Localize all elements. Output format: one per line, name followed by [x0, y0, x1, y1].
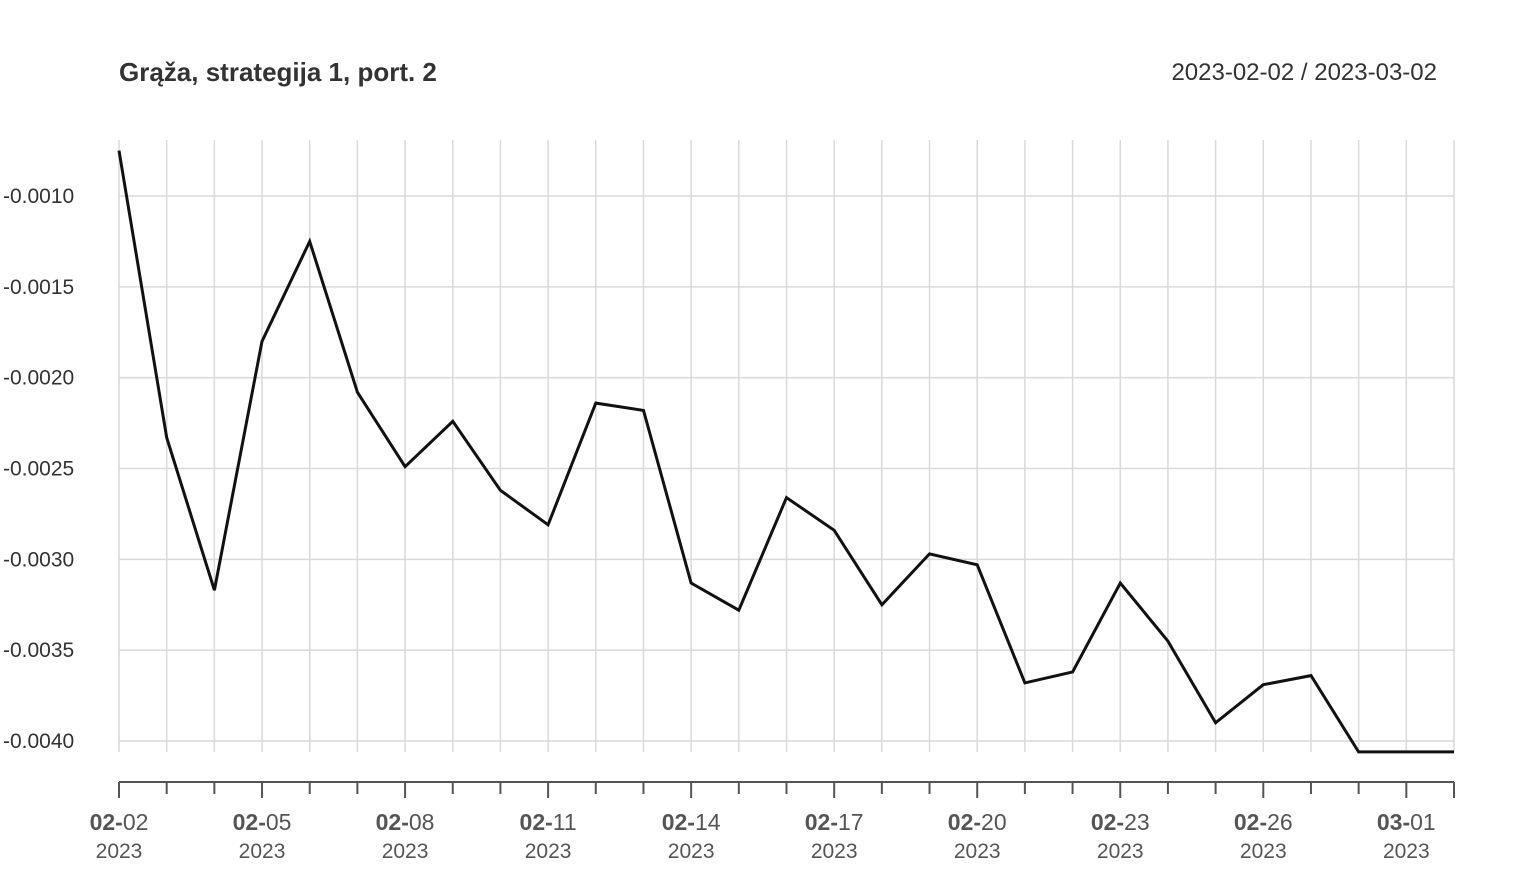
- date-range-label: 2023-02-02 / 2023-03-02: [1171, 59, 1437, 86]
- grid: [118, 140, 1455, 752]
- y-tick-label: -0.0040: [3, 730, 74, 753]
- chart-title: Grąža, strategija 1, port. 2: [119, 57, 437, 87]
- x-tick-label: 02-02: [90, 809, 149, 835]
- x-tick-label: 02-26: [1234, 809, 1293, 835]
- y-tick-label: -0.0020: [3, 367, 74, 390]
- x-tick-year: 2023: [382, 840, 429, 863]
- x-tick-year: 2023: [1240, 840, 1287, 863]
- x-tick-label: 02-17: [805, 809, 864, 835]
- x-tick-year: 2023: [811, 840, 858, 863]
- x-tick-label: 02-11: [520, 809, 577, 835]
- x-tick-year: 2023: [1383, 840, 1430, 863]
- x-axis: 02-02 2023 02-05 2023 02-08 2023 02-11 2023 02-1…: [90, 781, 1455, 863]
- x-tick-year: 2023: [96, 840, 143, 863]
- y-tick-label: -0.0025: [3, 458, 74, 481]
- x-tick-label: 02-08: [376, 809, 435, 835]
- x-tick-label: 02-20: [948, 809, 1007, 835]
- y-tick-label: -0.0010: [3, 185, 74, 208]
- x-tick-label: 02-23: [1091, 809, 1150, 835]
- y-tick-label: -0.0035: [3, 639, 74, 662]
- y-tick-label: -0.0015: [3, 276, 74, 299]
- x-tick-year: 2023: [954, 840, 1001, 863]
- x-tick-year: 2023: [239, 840, 286, 863]
- y-tick-label: -0.0030: [3, 548, 74, 571]
- x-tick-label: 02-05: [233, 809, 292, 835]
- x-tick-label: 03-01: [1377, 809, 1436, 835]
- series-line: [117, 150, 1454, 754]
- x-tick-label: 02-14: [662, 809, 721, 835]
- series-group: [117, 150, 1454, 754]
- x-tick-year: 2023: [1097, 840, 1144, 863]
- x-tick-year: 2023: [668, 840, 715, 863]
- x-tick-year: 2023: [525, 840, 572, 863]
- y-axis: -0.0010 -0.0015 -0.0020 -0.0025 -0.0030 -0.00…: [3, 185, 74, 753]
